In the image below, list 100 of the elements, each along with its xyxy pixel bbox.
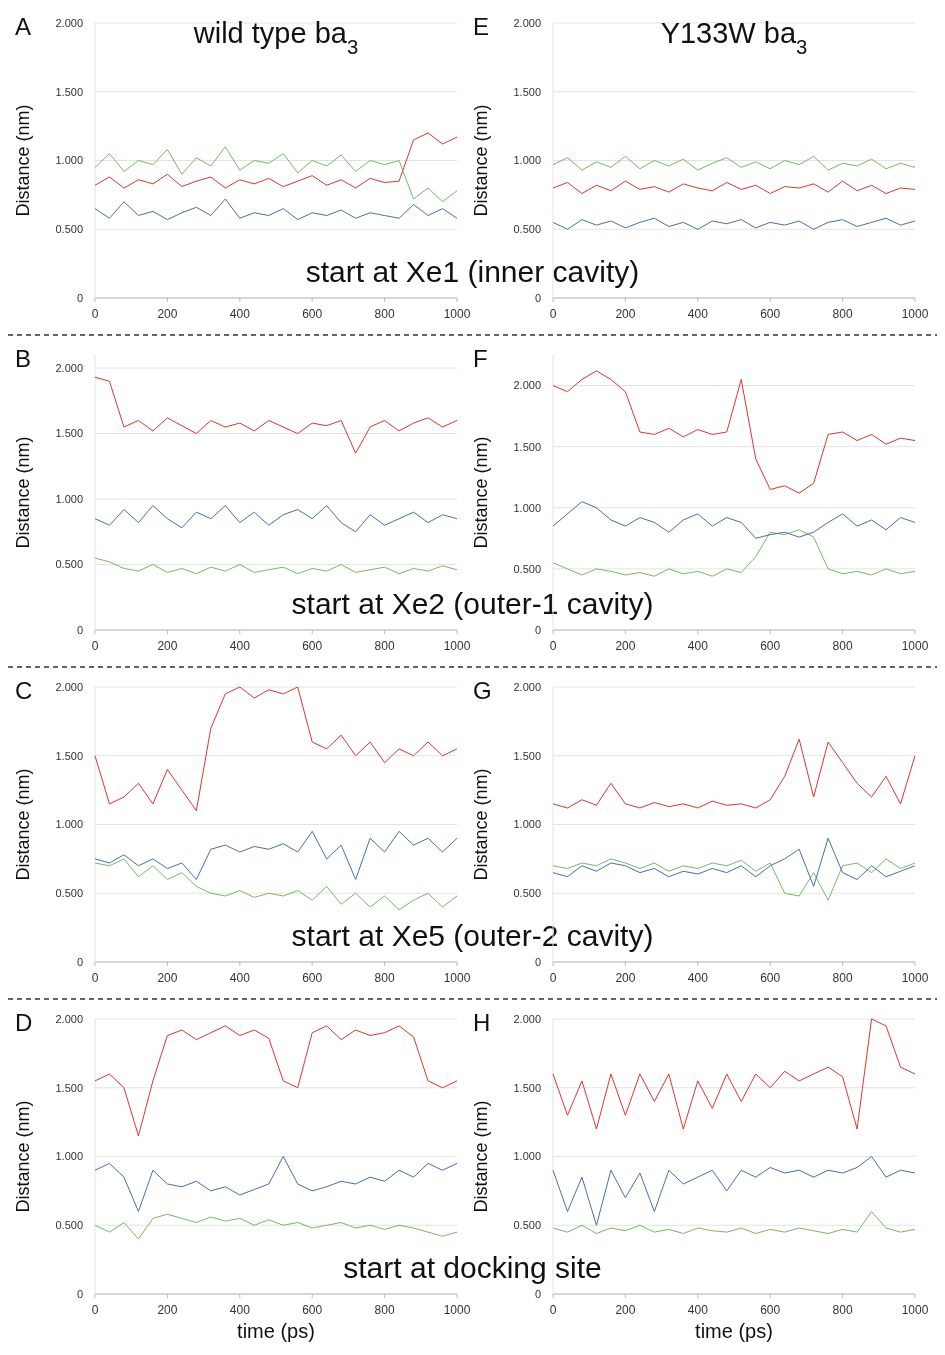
y-tick-label: 0: [76, 623, 83, 636]
x-tick-label: 200: [157, 307, 178, 321]
x-tick-label: 1000: [901, 971, 929, 985]
line-series: [552, 155, 916, 171]
x-tick-label: 0: [549, 307, 557, 321]
chart-subtitle: wild type ba$_{3}$: [192, 17, 359, 58]
x-tick-label: 0: [549, 971, 557, 985]
x-tick-label: 600: [760, 1303, 781, 1317]
y-tick-label: 0: [534, 623, 541, 636]
chart-title: D: [15, 1009, 33, 1036]
y-tick-label: 2.000: [55, 361, 83, 374]
y-tick-label: 1.000: [513, 1150, 541, 1163]
y-tick-label: 1.000: [55, 1150, 83, 1163]
y-tick-label: 0: [76, 291, 83, 304]
y-tick-label: 2.000: [55, 16, 83, 29]
line-series: [94, 376, 458, 454]
y-axis-title: Distance (nm): [471, 768, 491, 881]
line-series: [552, 1156, 916, 1226]
x-tick-label: 400: [687, 639, 709, 653]
x-tick-label: 400: [687, 1303, 709, 1317]
y-axis-title: Distance (nm): [13, 436, 33, 549]
line-series: [552, 501, 916, 539]
y-tick-label: 0: [76, 1287, 83, 1300]
x-tick-label: 800: [374, 639, 395, 653]
annotation: start at Xe2 (outer-1 cavity): [291, 587, 654, 620]
x-tick-label: 800: [374, 307, 395, 321]
y-tick-label: 0.500: [55, 223, 83, 236]
x-tick-label: 800: [374, 1303, 395, 1317]
y-tick-label: 2.000: [513, 1012, 541, 1025]
y-tick-label: 1.000: [55, 818, 83, 831]
y-tick-label: 1.500: [513, 85, 541, 98]
y-tick-label: 0.500: [55, 887, 83, 900]
line-series: [552, 858, 916, 901]
line-series: [94, 1156, 458, 1212]
y-tick-label: 0.500: [513, 887, 541, 900]
chart-subtitle: Y133W ba$_{3}$: [660, 17, 808, 58]
line-series: [552, 837, 916, 887]
x-axis-title: time (ps): [695, 1320, 773, 1342]
x-tick-label: 1000: [901, 307, 929, 321]
annotation: start at Xe1 (inner cavity): [305, 255, 640, 288]
line-series: [552, 217, 916, 230]
chart-title: H: [473, 1009, 491, 1036]
x-tick-label: 0: [549, 1303, 557, 1317]
line-series: [552, 1211, 916, 1234]
y-tick-label: 1.500: [55, 427, 83, 440]
y-tick-label: 1.000: [513, 154, 541, 167]
line-series: [94, 830, 458, 880]
y-tick-label: 1.500: [55, 1081, 83, 1094]
y-axis-title: Distance (nm): [13, 768, 33, 881]
x-tick-label: 400: [687, 307, 709, 321]
y-tick-label: 1.000: [55, 492, 83, 505]
x-tick-label: 600: [302, 307, 323, 321]
y-tick-label: 0.500: [513, 562, 541, 575]
x-tick-label: 800: [832, 1303, 853, 1317]
x-tick-label: 1000: [443, 307, 471, 321]
x-tick-label: 1000: [901, 639, 929, 653]
y-tick-label: 0.500: [513, 223, 541, 236]
line-series: [94, 198, 458, 221]
y-tick-label: 0: [76, 955, 83, 968]
chart-title: E: [473, 13, 490, 40]
x-tick-label: 200: [615, 971, 636, 985]
x-tick-label: 200: [157, 971, 178, 985]
x-tick-label: 600: [760, 639, 781, 653]
x-tick-label: 1000: [901, 1303, 929, 1317]
line-series: [94, 132, 458, 189]
x-tick-label: 600: [760, 307, 781, 321]
y-tick-label: 1.500: [513, 440, 541, 453]
x-tick-label: 400: [687, 971, 709, 985]
x-tick-label: 0: [91, 639, 99, 653]
y-tick-label: 2.000: [55, 1012, 83, 1025]
x-tick-label: 400: [229, 307, 251, 321]
y-axis-title: Distance (nm): [13, 1100, 33, 1213]
line-series: [552, 529, 916, 577]
chart-title: A: [15, 13, 32, 40]
x-tick-label: 600: [760, 971, 781, 985]
y-tick-label: 0.500: [513, 1219, 541, 1232]
y-tick-label: 1.500: [55, 85, 83, 98]
x-tick-label: 800: [832, 639, 853, 653]
line-series: [94, 1025, 458, 1137]
line-series: [94, 505, 458, 533]
y-tick-label: 1.000: [513, 501, 541, 514]
annotation: start at docking site: [343, 1251, 602, 1284]
x-tick-label: 800: [832, 971, 853, 985]
y-tick-label: 1.500: [513, 749, 541, 762]
line-series: [552, 738, 916, 809]
y-tick-label: 2.000: [55, 680, 83, 693]
line-series: [552, 180, 916, 194]
y-tick-label: 2.000: [513, 379, 541, 392]
x-tick-label: 400: [229, 1303, 251, 1317]
y-tick-label: 1.500: [513, 1081, 541, 1094]
x-tick-label: 0: [549, 639, 557, 653]
x-tick-label: 200: [157, 1303, 178, 1317]
y-tick-label: 1.000: [513, 818, 541, 831]
x-tick-label: 400: [229, 639, 251, 653]
x-tick-label: 200: [615, 307, 636, 321]
y-axis-title: Distance (nm): [471, 104, 491, 217]
x-tick-label: 1000: [443, 639, 471, 653]
line-series: [94, 557, 458, 575]
chart-title: G: [473, 677, 492, 704]
x-tick-label: 0: [91, 971, 99, 985]
